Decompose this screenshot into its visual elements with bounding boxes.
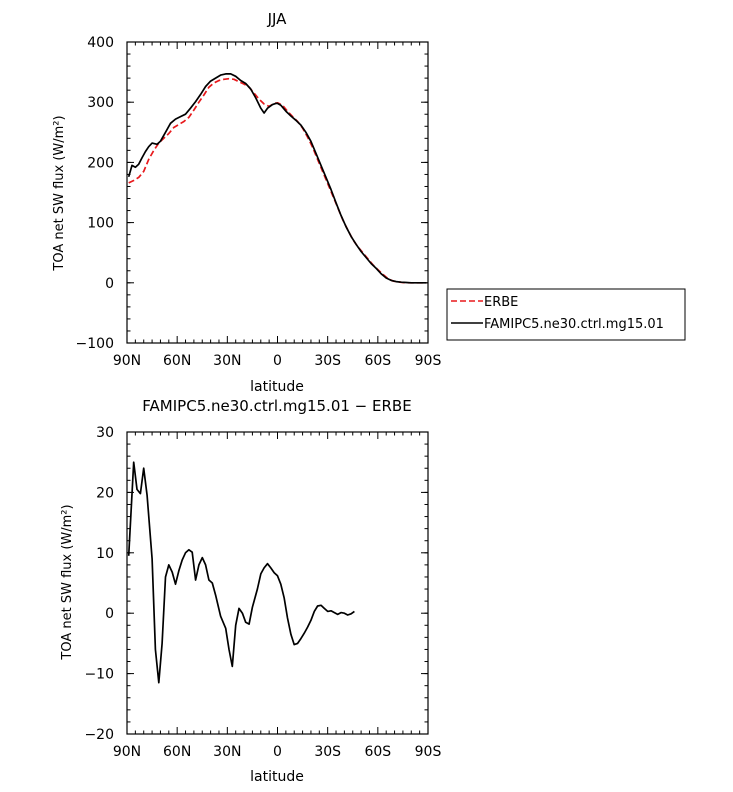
bottom-panel-frame bbox=[126, 431, 429, 735]
legend-label-model: FAMIPC5.ne30.ctrl.mg15.01 bbox=[484, 317, 664, 332]
top-panel-y-tick-label: 100 bbox=[87, 216, 114, 232]
top-panel-x-tick-label: 60N bbox=[163, 353, 191, 369]
top-panel: JJA TOA net SW flux (W/m²) latitude 90N 6… bbox=[52, 10, 441, 395]
bottom-panel-ylabel: TOA net SW flux (W/m²) bbox=[60, 504, 75, 660]
top-panel-y-tick-label: 200 bbox=[87, 155, 114, 171]
top-panel-y-tick-label: 300 bbox=[87, 95, 114, 111]
bottom-panel-y-tick-label: 30 bbox=[96, 425, 114, 441]
bottom-panel-x-tick-label: 0 bbox=[273, 744, 282, 760]
legend-box bbox=[446, 288, 686, 341]
top-panel-plot-area bbox=[127, 73, 427, 284]
top-panel-y-tick-label: 400 bbox=[87, 35, 114, 51]
bottom-panel-ticks: 90N 60N 30N 0 30S 60S 90S −20 −10 0 10 20 30 bbox=[84, 425, 441, 760]
top-panel-x-tick-label: 60S bbox=[364, 353, 391, 369]
bottom-panel-x-tick-label: 90S bbox=[415, 744, 442, 760]
bottom-panel-series-difference bbox=[127, 461, 355, 684]
top-panel-ticks: 90N 60N 30N 0 30S 60S 90S −100 0 100 200 300 400 bbox=[76, 35, 442, 369]
top-panel-title: JJA bbox=[267, 10, 288, 28]
bottom-panel-plot-area bbox=[127, 461, 355, 684]
legend: ERBE FAMIPC5.ne30.ctrl.mg15.01 bbox=[446, 288, 686, 341]
bottom-panel: FAMIPC5.ne30.ctrl.mg15.01 − ERBE TOA net… bbox=[60, 397, 441, 785]
bottom-panel-xlabel: latitude bbox=[250, 769, 304, 785]
bottom-panel-title: FAMIPC5.ne30.ctrl.mg15.01 − ERBE bbox=[142, 397, 411, 415]
bottom-panel-x-tick-label: 30N bbox=[213, 744, 241, 760]
top-panel-xlabel: latitude bbox=[250, 379, 304, 395]
top-panel-y-tick-label: 0 bbox=[105, 276, 114, 292]
top-panel-x-tick-label: 90S bbox=[415, 353, 442, 369]
top-panel-ylabel: TOA net SW flux (W/m²) bbox=[52, 115, 67, 271]
top-panel-x-tick-label: 90N bbox=[113, 353, 141, 369]
bottom-panel-x-tick-label: 60S bbox=[364, 744, 391, 760]
bottom-panel-y-tick-label: −20 bbox=[84, 727, 114, 743]
top-panel-series-famipc5-ne30-ctrl-mg15-01 bbox=[127, 73, 427, 284]
bottom-panel-y-tick-label: −10 bbox=[84, 667, 114, 683]
bottom-panel-x-tick-label: 90N bbox=[113, 744, 141, 760]
top-panel-x-tick-label: 30S bbox=[314, 353, 341, 369]
bottom-panel-y-tick-label: 10 bbox=[96, 546, 114, 562]
bottom-panel-y-tick-label: 0 bbox=[105, 606, 114, 622]
bottom-panel-y-tick-label: 20 bbox=[96, 485, 114, 501]
top-panel-y-tick-label: −100 bbox=[76, 336, 114, 352]
top-panel-series-erbe bbox=[128, 77, 427, 284]
top-panel-frame bbox=[126, 41, 429, 344]
bottom-panel-x-tick-label: 60N bbox=[163, 744, 191, 760]
legend-label-erbe: ERBE bbox=[484, 295, 518, 310]
bottom-panel-x-tick-label: 30S bbox=[314, 744, 341, 760]
top-panel-x-tick-label: 30N bbox=[213, 353, 241, 369]
top-panel-x-tick-label: 0 bbox=[273, 353, 282, 369]
